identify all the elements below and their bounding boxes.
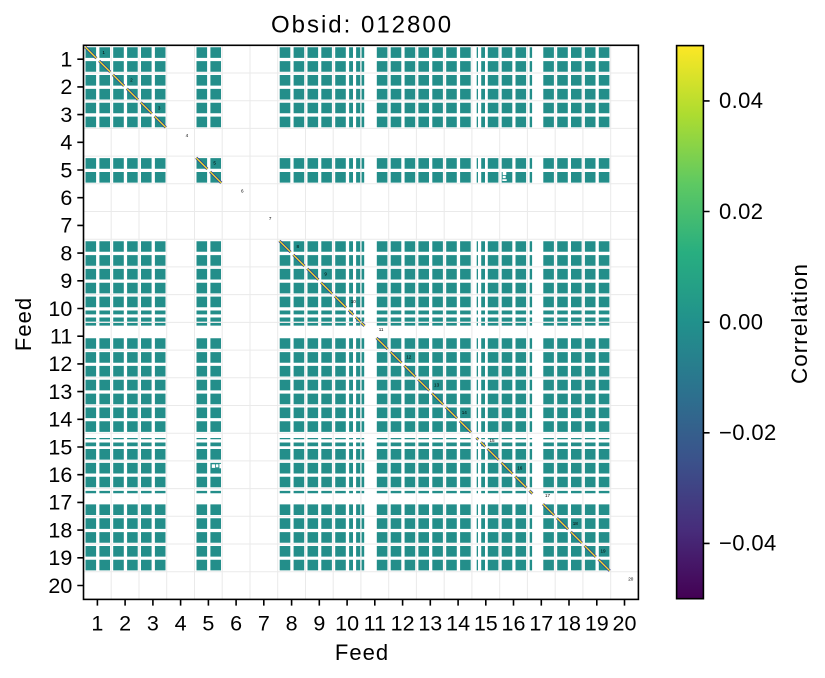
- svg-text:Correlation: Correlation: [787, 263, 812, 384]
- svg-text:2: 2: [130, 78, 133, 83]
- svg-text:12: 12: [48, 352, 72, 376]
- svg-text:7: 7: [269, 216, 272, 221]
- svg-text:Feed: Feed: [335, 640, 389, 665]
- svg-text:17: 17: [529, 612, 553, 636]
- svg-text:10: 10: [48, 297, 72, 321]
- svg-text:−0.02: −0.02: [719, 420, 777, 445]
- svg-text:11: 11: [50, 325, 72, 349]
- svg-text:4: 4: [175, 612, 187, 636]
- svg-text:17: 17: [545, 493, 551, 498]
- svg-text:10: 10: [335, 612, 359, 636]
- svg-text:20: 20: [628, 576, 634, 581]
- svg-text:5: 5: [60, 158, 72, 182]
- svg-text:9: 9: [60, 269, 72, 293]
- svg-text:3: 3: [158, 105, 161, 110]
- svg-text:18: 18: [573, 521, 579, 526]
- svg-text:19: 19: [585, 612, 609, 636]
- svg-text:16: 16: [517, 466, 523, 471]
- svg-text:5: 5: [213, 161, 216, 166]
- svg-text:9: 9: [313, 612, 325, 636]
- svg-text:14: 14: [462, 410, 468, 415]
- svg-text:12: 12: [391, 612, 415, 636]
- svg-text:7: 7: [258, 612, 270, 636]
- svg-text:1: 1: [102, 50, 105, 55]
- svg-text:13: 13: [48, 380, 72, 404]
- svg-text:19: 19: [600, 549, 606, 554]
- svg-text:1: 1: [91, 612, 103, 636]
- svg-text:11: 11: [364, 612, 386, 636]
- svg-text:15: 15: [48, 435, 72, 459]
- svg-text:14: 14: [446, 612, 470, 636]
- svg-text:18: 18: [557, 612, 581, 636]
- svg-text:7: 7: [60, 214, 72, 238]
- svg-text:11: 11: [379, 327, 384, 332]
- svg-text:9: 9: [324, 272, 327, 277]
- svg-text:15: 15: [489, 438, 495, 443]
- svg-text:13: 13: [434, 382, 440, 387]
- svg-text:6: 6: [230, 612, 242, 636]
- svg-text:0.04: 0.04: [719, 88, 763, 113]
- svg-text:6: 6: [241, 188, 244, 193]
- svg-text:14: 14: [48, 408, 72, 432]
- svg-text:20: 20: [613, 612, 637, 636]
- svg-text:8: 8: [297, 244, 300, 249]
- svg-text:Feed: Feed: [11, 297, 36, 351]
- svg-text:8: 8: [60, 241, 72, 265]
- svg-text:16: 16: [502, 612, 526, 636]
- svg-text:3: 3: [147, 612, 159, 636]
- svg-text:4: 4: [186, 133, 189, 138]
- svg-text:0.02: 0.02: [719, 199, 763, 224]
- svg-text:1: 1: [60, 48, 72, 72]
- svg-text:12: 12: [406, 355, 412, 360]
- svg-text:13: 13: [418, 612, 442, 636]
- svg-text:6: 6: [60, 186, 72, 210]
- svg-text:18: 18: [48, 518, 72, 542]
- svg-text:20: 20: [48, 574, 72, 598]
- svg-text:17: 17: [48, 491, 72, 515]
- svg-text:15: 15: [474, 612, 498, 636]
- svg-text:−0.04: −0.04: [719, 531, 777, 556]
- svg-text:2: 2: [119, 612, 131, 636]
- svg-text:10: 10: [351, 299, 357, 304]
- svg-text:4: 4: [60, 131, 72, 155]
- svg-text:0.00: 0.00: [719, 310, 763, 335]
- svg-text:2: 2: [60, 75, 72, 99]
- svg-text:19: 19: [48, 546, 72, 570]
- svg-text:5: 5: [202, 612, 214, 636]
- svg-text:16: 16: [48, 463, 72, 487]
- svg-text:Obsid: 012800: Obsid: 012800: [271, 12, 453, 39]
- svg-text:3: 3: [60, 103, 72, 127]
- svg-text:8: 8: [286, 612, 298, 636]
